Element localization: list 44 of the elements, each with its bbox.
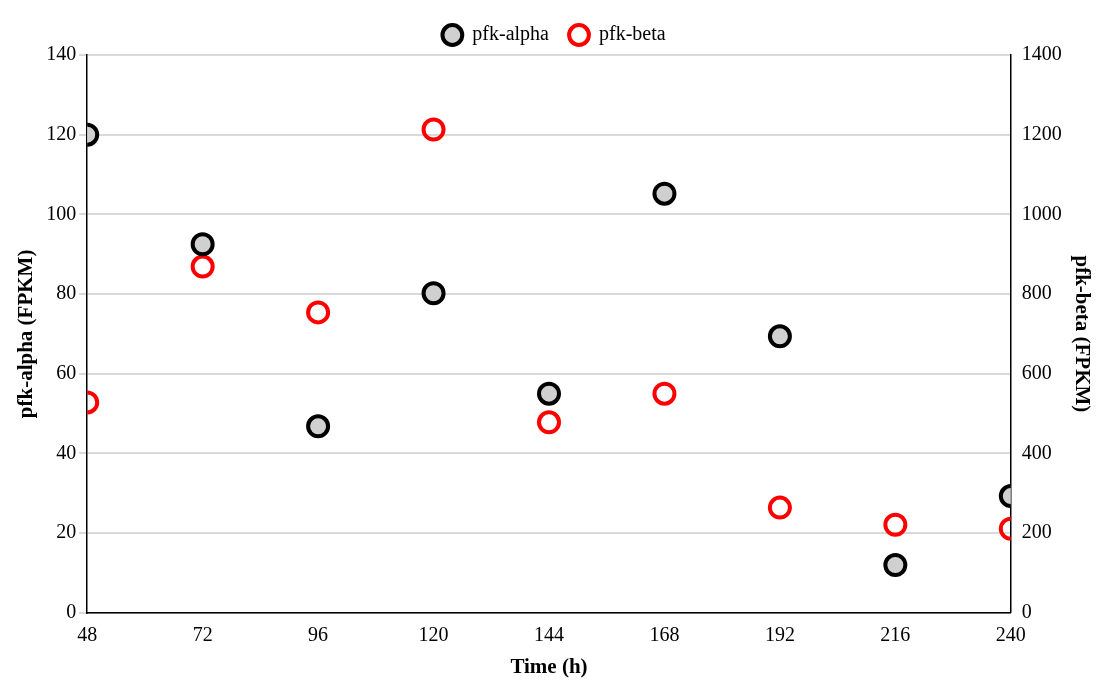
point <box>767 324 792 349</box>
y2-tick-label: 400 <box>1021 440 1052 463</box>
point <box>190 254 215 279</box>
y-tick-label: 100 <box>46 201 77 224</box>
point <box>652 181 677 206</box>
point <box>883 512 908 537</box>
y2-tick-label: 0 <box>1021 600 1032 623</box>
point <box>421 281 446 306</box>
y2-tick-label: 200 <box>1021 520 1052 543</box>
y-tick-label: 120 <box>46 121 77 144</box>
x-tick-label: 48 <box>77 623 98 646</box>
x-tick-label: 192 <box>764 623 795 646</box>
x-tick-label: 96 <box>308 623 329 646</box>
x-tick-label: 168 <box>649 623 680 646</box>
y-tick-label: 20 <box>56 520 77 543</box>
y2-tick-label: 600 <box>1021 360 1052 383</box>
y2-tick-label: 800 <box>1021 281 1052 304</box>
point <box>883 552 908 577</box>
legend-label: pfk-beta <box>599 22 666 46</box>
y-tick-label: 60 <box>56 360 77 383</box>
x-tick-label: 72 <box>192 623 213 646</box>
x-tick-label: 120 <box>418 623 449 646</box>
y2-tick-label: 1200 <box>1021 121 1062 144</box>
x-tick-label: 144 <box>534 623 564 646</box>
point <box>306 414 331 439</box>
y-tick-label: 40 <box>56 440 77 463</box>
point <box>421 117 446 142</box>
point <box>652 381 677 406</box>
point <box>537 381 561 406</box>
point <box>306 300 331 325</box>
y2-tick-label: 1000 <box>1021 201 1062 224</box>
x-tick-label: 240 <box>995 623 1026 646</box>
point <box>537 410 561 435</box>
y-tick-label: 80 <box>56 281 77 304</box>
legend-label: pfk-alpha <box>472 22 550 46</box>
y-tick-label: 140 <box>46 42 77 65</box>
point <box>767 495 792 520</box>
y2-axis-title: pfk-beta (FPKM) <box>1070 255 1095 413</box>
x-tick-label: 216 <box>880 623 911 646</box>
y-axis-title: pfk-alpha (FPKM) <box>13 249 38 419</box>
x-axis-title: Time (h) <box>510 653 588 678</box>
point <box>190 232 215 257</box>
y2-tick-label: 1400 <box>1021 42 1062 65</box>
y-tick-label: 0 <box>66 600 77 623</box>
